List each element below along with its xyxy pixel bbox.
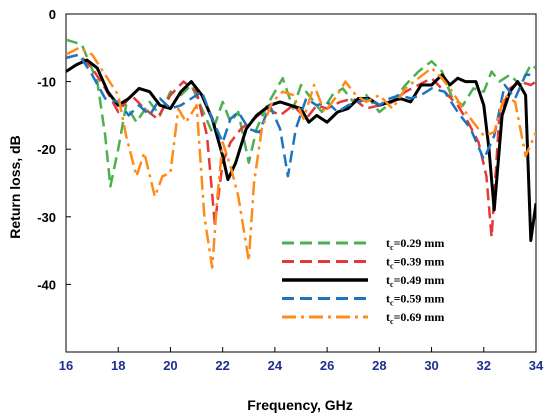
x-tick-label: 22: [215, 358, 229, 373]
x-tick-label: 34: [529, 358, 544, 373]
x-tick-label: 20: [163, 358, 177, 373]
x-axis-title: Frequency, GHz: [247, 397, 353, 413]
x-tick-label: 28: [372, 358, 386, 373]
y-tick-label: -40: [37, 277, 56, 292]
series-line-4: [66, 53, 536, 178]
legend-label-2: tc=0.39 mm: [386, 255, 444, 271]
x-tick-label: 18: [111, 358, 125, 373]
y-tick-label: 0: [49, 7, 56, 22]
legend-label-3: tc=0.49 mm: [386, 273, 444, 289]
legend-label-5: tc=0.69 mm: [386, 310, 444, 326]
series-line-2: [66, 53, 536, 239]
series-line-1: [66, 38, 536, 188]
plot-frame: [65, 13, 537, 353]
x-tick-label: 24: [268, 358, 283, 373]
series-line-3: [66, 58, 536, 242]
y-tick-label: -20: [37, 142, 56, 157]
x-tick-label: 26: [320, 358, 334, 373]
plot-area: [65, 13, 537, 353]
x-axis-ticks: 16 18 20 22 24 26 28 30 32 34: [59, 347, 544, 373]
y-tick-label: -30: [37, 210, 56, 225]
y-tick-label: -10: [37, 75, 56, 90]
y-axis-title: Return loss, dB: [7, 135, 23, 238]
series-lines: [66, 38, 536, 269]
x-tick-label: 16: [59, 358, 73, 373]
x-tick-label: 32: [477, 358, 491, 373]
x-tick-label: 30: [424, 358, 438, 373]
legend-label-4: tc=0.59 mm: [386, 292, 444, 308]
legend-label-1: tc=0.29 mm: [386, 236, 444, 252]
y-axis-ticks: 0 -10 -20 -30 -40: [37, 7, 71, 292]
series-line-5: [66, 46, 536, 269]
legend: tc=0.29 mm tc=0.39 mm tc=0.49 mm tc=0.59 mm…: [282, 236, 444, 326]
